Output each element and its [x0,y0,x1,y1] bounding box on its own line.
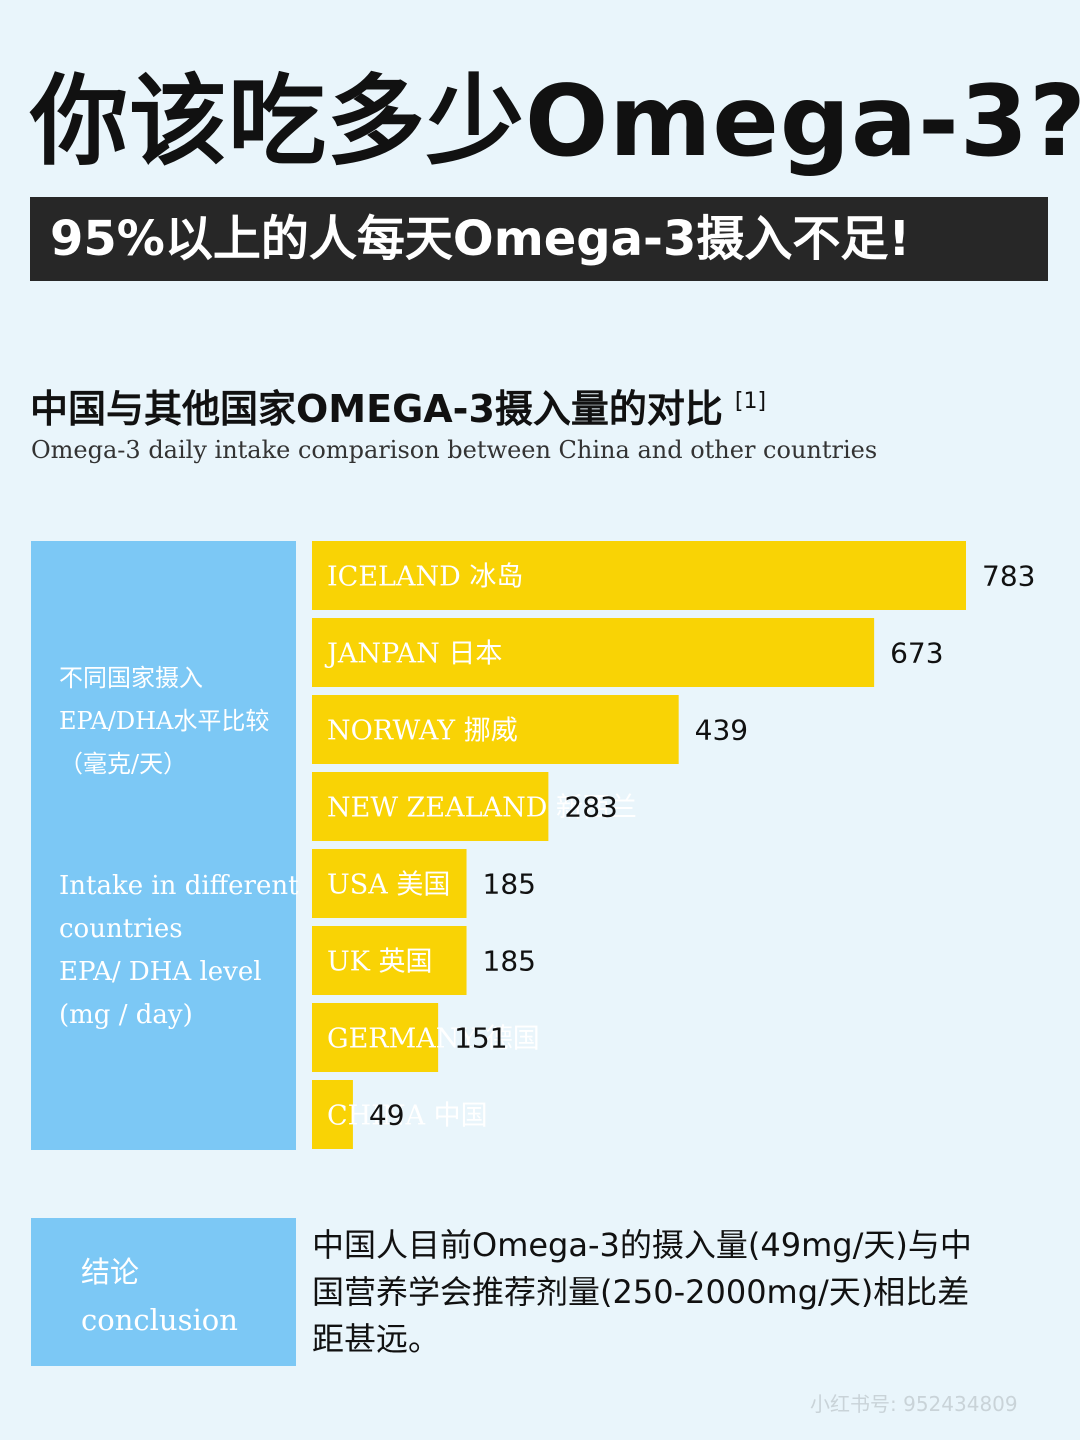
axis-cn-line: EPA/DHA水平比较 [59,707,270,735]
bar-value-label: 439 [695,714,748,747]
conclusion-line: 中国人目前Omega-3的摄入量(49mg/天)与中 [312,1226,972,1264]
sub-banner: 95%以上的人每天Omega-3摄入不足! [30,197,1048,281]
conclusion-label-en: conclusion [81,1303,238,1337]
bar-value-label: 283 [564,791,617,824]
bar [312,926,467,995]
bar-value-label: 673 [890,637,943,670]
bar-category-label: NORWAY 挪威 [327,716,518,747]
bar-category-label: CHINA 中国 [327,1101,488,1132]
bar-value-label: 151 [454,1022,507,1055]
bar [312,695,679,764]
axis-cn-line: 不同国家摄入 [59,664,203,692]
axis-en-line: EPA/ DHA level [59,957,262,987]
bar-category-label: JANPAN 日本 [324,639,502,670]
axis-en-line: Intake in different [59,871,299,901]
chart-reference: [1] [734,389,767,414]
bar-value-label: 185 [483,945,536,978]
bar [312,1080,353,1149]
axis-description-cn: 不同国家摄入 EPA/DHA水平比较 （毫克/天） [59,657,296,786]
chart-title: 中国与其他国家OMEGA-3摄入量的对比 [1] [30,378,766,433]
bar [312,772,549,841]
axis-description-panel: 不同国家摄入 EPA/DHA水平比较 （毫克/天） Intake in diff… [31,541,299,1150]
watermark: 小红书号: 952434809 [810,1392,1018,1416]
bar-value-label: 49 [369,1099,405,1132]
axis-en-line: (mg / day) [59,1000,193,1030]
bar-category-label: GERMANY 德国 [327,1024,540,1055]
conclusion-text: 中国人目前Omega-3的摄入量(49mg/天)与中 国营养学会推荐剂量(250… [312,1222,1030,1363]
chart-subtitle: Omega-3 daily intake comparison between … [31,436,878,464]
chart-title-text: 中国与其他国家OMEGA-3摄入量的对比 [30,387,723,431]
axis-cn-line: （毫克/天） [59,750,188,778]
bar-category-label: NEW ZEALAND 新西兰 [327,793,637,824]
bar [312,541,966,610]
bar [312,1003,439,1072]
axis-description-en: Intake in different countries EPA/ DHA l… [59,865,299,1037]
conclusion-line: 距甚远。 [312,1320,441,1358]
conclusion-line: 国营养学会推荐剂量(250-2000mg/天)相比差 [312,1273,970,1311]
bar-category-label: ICELAND 冰岛 [327,562,523,593]
headline: 你该吃多少Omega-3? [30,65,1080,179]
bar-category-label: UK 英国 [327,947,433,978]
bar-value-label: 783 [982,560,1035,593]
axis-en-line: countries [59,914,183,944]
conclusion-label-cn: 结论 [81,1255,140,1289]
bar [312,849,467,918]
bar-category-label: USA 美国 [327,870,450,901]
conclusion-label-box: 结论 conclusion [31,1218,296,1366]
bar [312,618,875,687]
bar-value-label: 185 [483,868,536,901]
